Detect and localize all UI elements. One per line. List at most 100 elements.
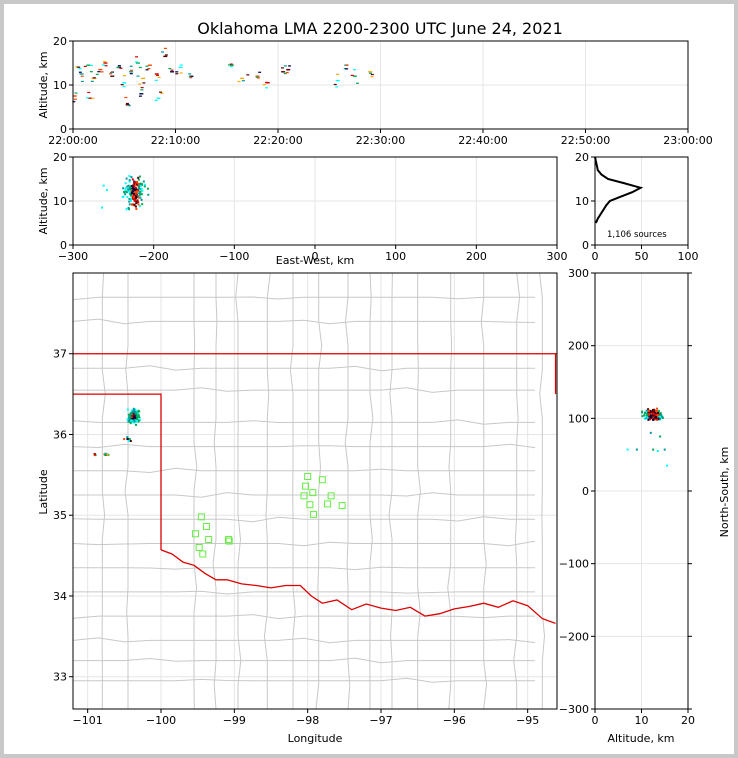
1-xtick-label: 300 (547, 250, 568, 263)
altitude-ns-point (652, 413, 655, 416)
map-source-point (131, 414, 134, 417)
time-altitude-point (138, 83, 142, 85)
altitude-ns-point (647, 418, 650, 421)
map-source-point (138, 410, 141, 413)
time-altitude-point (109, 72, 113, 74)
3-xtick-label: −95 (516, 714, 539, 727)
time-altitude-point (135, 56, 139, 58)
altitude-ns-point (650, 416, 653, 419)
altitude-ns-point (656, 418, 659, 421)
altitude-ns-point (646, 413, 649, 416)
map-source-point (126, 438, 129, 441)
time-altitude-point (124, 96, 128, 99)
1-ytick-label: 10 (53, 195, 67, 208)
ew-altitude-point (134, 188, 137, 191)
map-source-point (137, 414, 140, 417)
ew-altitude-point (129, 193, 132, 196)
3-xtick-label: −100 (146, 714, 176, 727)
time-altitude-point (175, 73, 179, 75)
map-source-point (127, 439, 130, 442)
ew-altitude-outlier (105, 189, 108, 191)
time-altitude-point (90, 80, 94, 82)
4-ytick-label: 100 (568, 412, 589, 425)
time-altitude-point (258, 71, 262, 73)
ew-altitude-point (131, 185, 134, 188)
time-altitude-point (352, 69, 356, 71)
altitude-ns-point (653, 417, 656, 420)
1-xtick-label: 200 (466, 250, 487, 263)
map-source-point (134, 416, 137, 419)
3-xtick-label: −98 (296, 714, 319, 727)
map-source-point (137, 419, 140, 422)
ew-altitude-point (132, 194, 135, 197)
county-border-line (193, 273, 198, 710)
altitude-ns-point (661, 415, 664, 418)
ew-altitude-point (134, 205, 137, 208)
2-ytick-label: 10 (575, 195, 589, 208)
ew-altitude-point (137, 203, 140, 206)
time-altitude-point (142, 82, 146, 84)
time-altitude-point (97, 71, 101, 73)
altitude-ns-point (657, 416, 660, 419)
figure-title: Oklahoma LMA 2200-2300 UTC June 24, 2021 (197, 19, 563, 38)
4-ytick-label: −100 (559, 558, 589, 571)
time-altitude-point (283, 65, 287, 67)
map-source-point (133, 416, 136, 419)
3-ytick-label: 36 (53, 428, 67, 441)
county-border-line (72, 296, 535, 301)
ew-altitude-point (131, 178, 134, 181)
3-xtick-label: −101 (73, 714, 103, 727)
time-altitude-point (138, 66, 142, 69)
time-altitude-point (255, 75, 260, 77)
altitude-ns-outlier (635, 448, 638, 451)
map-source-point (126, 418, 129, 421)
1-xtick-label: −300 (58, 250, 88, 263)
ew-altitude-point (143, 183, 146, 186)
time-altitude-point (73, 98, 77, 100)
time-altitude-point (104, 65, 108, 67)
0-xtick-label: 22:40:00 (458, 134, 507, 147)
county-borders (72, 272, 546, 710)
ew-altitude-point (137, 201, 140, 204)
time-altitude-point (156, 97, 161, 99)
lma-station-marker (306, 501, 314, 509)
lma-station-marker (304, 472, 312, 480)
time-altitude-point (286, 69, 290, 71)
ew-altitude-point (128, 180, 131, 183)
time-altitude-point (141, 77, 146, 80)
1-xtick-label: 100 (385, 250, 406, 263)
county-border-line (73, 657, 535, 664)
map-source-point (134, 408, 137, 411)
3-xtick-label: −99 (223, 714, 246, 727)
time-altitude-point (352, 75, 357, 77)
figure-canvas: Oklahoma LMA 2200-2300 UTC June 24, 2021… (37, 19, 731, 745)
altitude-ns-outlier (626, 448, 629, 451)
ew-altitude-point (141, 189, 144, 192)
ew-altitude-point (137, 196, 140, 199)
ew-altitude-point (130, 197, 133, 200)
ew-altitude-point (122, 187, 125, 190)
time-altitude-point (92, 77, 96, 79)
station-markers (191, 472, 346, 558)
time-altitude-point (262, 84, 266, 86)
map-source-point (136, 418, 139, 421)
county-border-line (417, 273, 421, 709)
map-source-point (128, 438, 131, 441)
ew-altitude-point (136, 183, 139, 186)
map-source-point (133, 408, 136, 411)
time-altitude-point (125, 102, 129, 105)
3-xtick-label: −97 (369, 714, 392, 727)
map-source-point (130, 411, 133, 414)
latitude-ylabel: Latitude (37, 469, 50, 515)
time-altitude-point (122, 85, 126, 88)
time-altitude-panel: 22:00:00 22:10:00 22:20:00 22:30:00 22:40:00… (37, 35, 713, 147)
ew-altitude-point (138, 175, 141, 178)
time-altitude-point (147, 64, 152, 66)
altitude-ns-point (654, 418, 657, 421)
0-xtick-label: 22:10:00 (151, 134, 200, 147)
ew-altitude-point (143, 185, 146, 188)
time-altitude-point (370, 76, 374, 78)
time-altitude-point (336, 73, 340, 76)
4-ytick-label: 0 (582, 485, 589, 498)
ew-altitude-point (140, 182, 143, 185)
